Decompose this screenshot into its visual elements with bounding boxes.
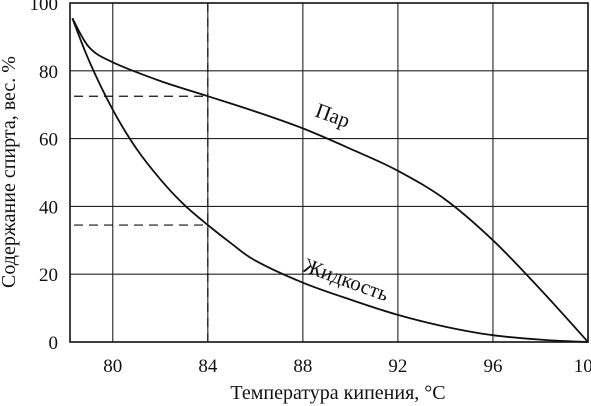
y-tick-label-0: 0	[49, 333, 59, 354]
grid-layer	[70, 3, 589, 342]
x-axis-label: Температура кипения, °С	[230, 382, 445, 404]
x-tick-label-100: 100	[574, 356, 591, 377]
y-axis-label: Содержание спирта, вес. %	[0, 56, 20, 288]
reference-lines	[74, 3, 209, 342]
y-tick-label-20: 20	[39, 265, 58, 286]
y-tick-label-60: 60	[39, 130, 58, 151]
curves	[71, 17, 589, 343]
x-tick-label-92: 92	[388, 356, 407, 377]
x-tick-label-80: 80	[103, 356, 122, 377]
y-tick-label-100: 100	[30, 0, 59, 15]
series-label-par: Пар	[312, 98, 353, 133]
x-tick-label-84: 84	[198, 356, 218, 377]
tick-labels: 80 84 88 92 96 100 0 20 40 60 80 100	[30, 0, 591, 377]
x-tick-label-96: 96	[483, 356, 502, 377]
x-tick-label-88: 88	[293, 356, 312, 377]
curve-liquid	[71, 17, 589, 343]
curve-par	[71, 17, 589, 343]
plot-frame	[69, 2, 589, 343]
y-tick-label-40: 40	[39, 197, 58, 218]
y-tick-label-80: 80	[39, 62, 58, 83]
